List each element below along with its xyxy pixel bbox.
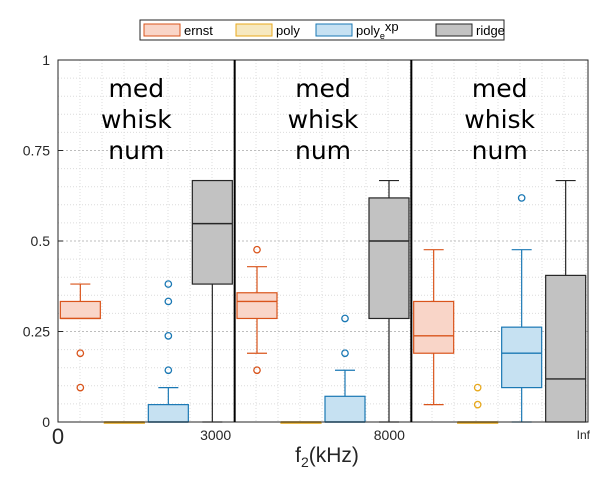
box-polyexp xyxy=(147,404,189,423)
outlier-point xyxy=(473,400,482,409)
box-polyexp xyxy=(501,326,543,389)
annotation-med: med xyxy=(109,74,165,103)
box-ridge xyxy=(368,197,410,320)
y-tick-label: 0.5 xyxy=(31,233,51,249)
legend-swatch-ridge xyxy=(435,23,473,37)
legend-label-sub: e xyxy=(380,31,385,41)
outlier-point xyxy=(164,366,173,375)
annotation-whisk: whisk xyxy=(288,105,359,134)
legend-label-base: poly xyxy=(356,23,380,38)
annotation-whisk: whisk xyxy=(464,105,535,134)
marks-layer xyxy=(59,179,587,424)
legend-swatch-polyexp xyxy=(315,23,353,37)
box-ridge xyxy=(545,274,587,423)
outlier-point xyxy=(473,383,482,392)
outlier-point xyxy=(517,194,526,202)
legend-label-base: ridge xyxy=(476,23,505,38)
legend-swatch-poly xyxy=(235,23,273,37)
box-ernst xyxy=(59,300,101,320)
legend-label-tail: xp xyxy=(385,19,399,34)
axis-layer: 0 0.25 0.5 0.75 1 0 3000 8000 Inf f2(kHz) xyxy=(23,52,591,470)
annotation-num: num xyxy=(295,136,351,165)
legend-label-poly: poly xyxy=(276,23,300,38)
annotation-num: num xyxy=(472,136,528,165)
outlier-point xyxy=(253,245,261,254)
box-polyexp xyxy=(324,395,366,423)
legend-label-ridge: ridge xyxy=(476,23,505,38)
outlier-point xyxy=(76,349,85,358)
grid-layer xyxy=(58,60,588,422)
y-tick-label: 1 xyxy=(42,52,50,68)
annotation-whisk: whisk xyxy=(101,105,172,134)
legend-label-ernst: ernst xyxy=(184,23,213,38)
outlier-point xyxy=(164,280,173,288)
legend-swatch-ernst xyxy=(143,23,181,37)
outlier-point xyxy=(341,349,349,358)
box-ridge xyxy=(191,179,233,285)
x-label-unit: (kHz) xyxy=(309,444,359,467)
annotation-num: num xyxy=(108,136,164,165)
y-tick-label: 0 xyxy=(42,414,50,430)
legend-label-base: ernst xyxy=(184,23,213,38)
x-label-subscript: 2 xyxy=(301,454,309,470)
outlier-point xyxy=(164,331,173,340)
annotation-med: med xyxy=(295,74,351,103)
box-ernst xyxy=(236,292,278,320)
y-tick-label: 0.75 xyxy=(23,143,50,159)
outlier-point xyxy=(164,297,173,306)
x-axis-label: f2(kHz) xyxy=(295,444,359,470)
outlier-point xyxy=(76,383,85,392)
box-ernst xyxy=(413,300,455,354)
x-tick-label: Inf xyxy=(577,428,591,442)
legend-label-polyexp: polyexp xyxy=(356,19,399,41)
annotation-med: med xyxy=(472,74,528,103)
outlier-point xyxy=(253,366,261,375)
x-tick-label: 8000 xyxy=(374,427,405,443)
legend-label-base: poly xyxy=(276,23,300,38)
outlier-point xyxy=(341,314,349,323)
x-tick-label: 3000 xyxy=(200,427,231,443)
x-label-base: f xyxy=(295,444,301,467)
x-tick-label: 0 xyxy=(52,424,64,449)
legend-layer: ernst poly polyexp ridge xyxy=(139,19,505,41)
y-tick-label: 0.25 xyxy=(23,324,50,340)
